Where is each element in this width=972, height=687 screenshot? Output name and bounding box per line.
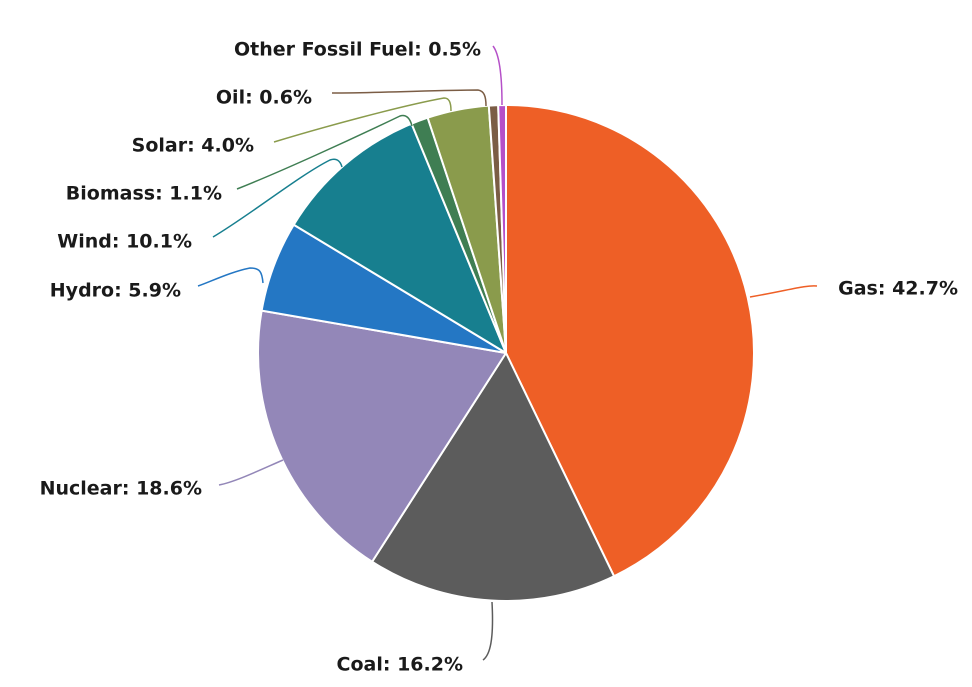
slice-label-oil: Oil: 0.6% (216, 87, 312, 109)
slice-label-other-fossil-fuel: Other Fossil Fuel: 0.5% (234, 39, 481, 61)
slice-label-gas: Gas: 42.7% (838, 278, 958, 300)
pie-slices (257, 104, 755, 602)
slice-label-coal: Coal: 16.2% (337, 654, 463, 676)
leader-line-hydro (197, 267, 264, 287)
leader-line-solar (273, 97, 452, 143)
slice-labels: Gas: 42.7% Coal: 16.2% Nuclear: 18.6% Hydro… (40, 39, 958, 676)
slice-label-hydro: Hydro: 5.9% (50, 280, 181, 302)
slice-label-wind: Wind: 10.1% (57, 231, 192, 253)
leader-line-oil (331, 89, 487, 107)
pie-slice-coal[interactable] (371, 352, 616, 602)
slice-label-nuclear: Nuclear: 18.6% (40, 478, 202, 500)
slice-label-biomass: Biomass: 1.1% (66, 183, 222, 205)
slice-label-solar: Solar: 4.0% (132, 135, 254, 157)
leader-lines (197, 45, 818, 661)
pie-slice-other-fossil-fuel[interactable] (497, 104, 507, 354)
leader-line-other-fossil-fuel (492, 45, 503, 106)
leader-line-gas (749, 285, 818, 298)
pie-slice-gas[interactable] (505, 104, 755, 578)
pie-slice-nuclear[interactable] (257, 309, 507, 563)
leader-line-nuclear (218, 459, 284, 486)
leader-line-biomass (236, 114, 413, 190)
leader-line-wind (212, 158, 343, 238)
leader-line-coal (482, 601, 494, 661)
pie-slice-wind[interactable] (292, 122, 507, 354)
